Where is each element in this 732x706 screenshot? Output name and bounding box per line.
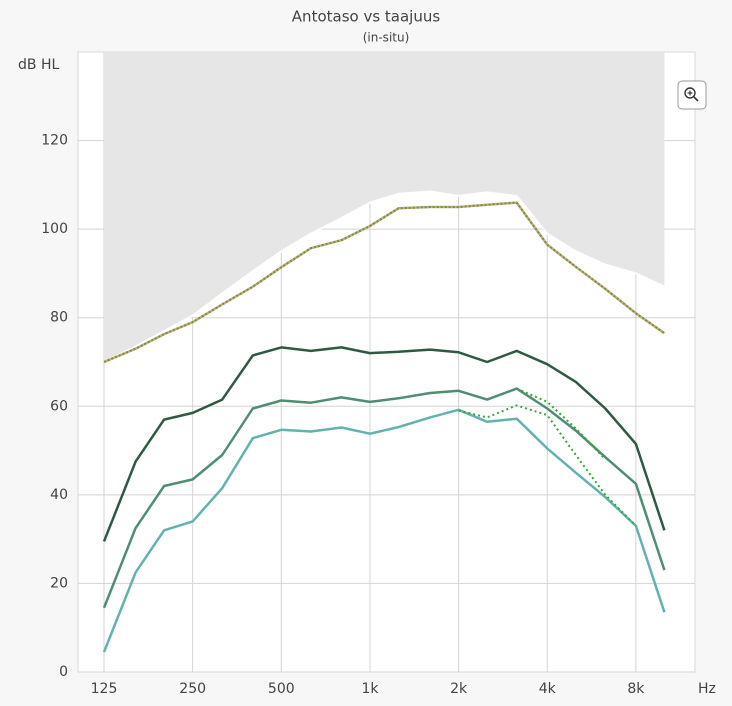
target-curve	[516, 387, 607, 461]
limit-edge	[103, 190, 665, 363]
zoom-icon	[684, 87, 696, 99]
zoom-button-box[interactable]	[677, 80, 707, 110]
curve-dots	[103, 201, 665, 363]
x-tick-label: 500	[268, 681, 295, 697]
y-tick-label: 0	[59, 664, 68, 680]
chart-subtitle: (in-situ)	[363, 31, 410, 45]
limit-area	[104, 52, 665, 362]
x-tick-label: 125	[91, 681, 118, 697]
y-tick-label: 80	[50, 310, 68, 326]
x-tick-label: 2k	[450, 681, 468, 697]
curve	[102, 387, 666, 609]
y-tick-label: 20	[50, 575, 68, 591]
y-tick-label: 100	[41, 221, 68, 237]
chart-title: Antotaso vs taajuus	[292, 8, 441, 26]
x-axis-label: Hz	[698, 681, 716, 697]
y-tick-label: 120	[41, 133, 68, 149]
zoom-icon	[693, 96, 699, 102]
curve	[102, 408, 666, 653]
y-tick-label: 40	[50, 487, 68, 503]
curve	[102, 346, 666, 542]
x-tick-label: 250	[179, 681, 206, 697]
y-axis-label: dB HL	[18, 57, 59, 73]
marks	[102, 52, 666, 653]
x-tick-label: 1k	[361, 681, 379, 697]
tick-labels: 0 20 40 60 80 100 120 125 250 500 1k 2k 4k 8k	[41, 133, 645, 697]
x-tick-label: 8k	[627, 681, 645, 697]
y-tick-label: 60	[50, 398, 68, 414]
x-tick-label: 4k	[539, 681, 557, 697]
zoom-button[interactable]	[677, 80, 707, 110]
target-curve	[458, 404, 637, 527]
